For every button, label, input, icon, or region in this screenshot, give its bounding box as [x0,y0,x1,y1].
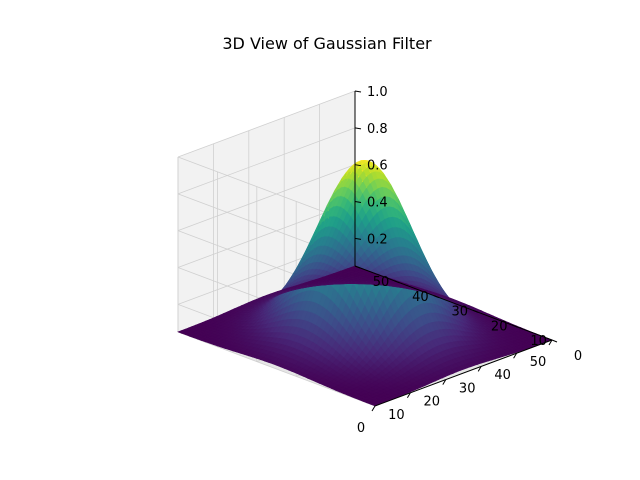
y-tick-label: 0 [574,349,582,364]
y-tick-label: 50 [373,275,390,290]
z-tick-mark [354,164,362,167]
y-tick-label: 30 [452,305,469,320]
z-tick-label: 1.0 [367,85,388,100]
y-tick-mark [394,280,400,284]
x-tick-label: 40 [494,368,511,383]
z-tick-mark [354,237,362,240]
x-tick-mark [406,392,411,399]
grid-line-z [177,90,356,158]
grid-line-x [177,331,376,407]
z-tick-label: 0.8 [367,122,388,137]
z-tick-label: 0.2 [367,232,388,247]
x-tick-mark [477,366,482,372]
y-tick-label: 10 [530,334,547,349]
x-tick-mark [371,405,376,412]
x-tick-label: 20 [424,395,441,410]
tick-marks: 0 10 20 30 40 50 0 10 20 30 40 50 0.2 0.4 0.6 0.8 1.0 [354,85,582,436]
y-tick-mark [551,339,558,343]
x-tick-label: 0 [357,421,365,436]
x-tick-mark [548,339,553,346]
chart-title: 3D View of Gaussian Filter [222,34,432,53]
axis-lines [354,91,553,407]
x-tick-label: 30 [459,381,476,396]
grid-line-z [177,164,356,232]
z-tick-label: 0.4 [367,196,388,211]
z-tick-mark [354,127,362,130]
z-tick-mark [354,201,362,204]
x-tick-label: 10 [388,408,405,423]
surface-mesh [177,159,553,407]
y-tick-label: 20 [491,319,508,334]
y-tick-label: 40 [412,290,429,305]
grid-line-z [177,127,356,195]
x-tick-label: 50 [530,355,547,370]
z-tick-mark [354,90,362,93]
y-axis-line [354,265,553,341]
x-tick-mark [513,352,518,359]
y-tick-mark [433,295,439,299]
x-axis-line [374,339,553,407]
y-tick-mark [473,309,479,313]
y-tick-mark [512,324,518,328]
y-tick-mark [354,265,361,269]
x-tick-mark [442,379,447,385]
z-tick-label: 0.6 [367,159,388,174]
